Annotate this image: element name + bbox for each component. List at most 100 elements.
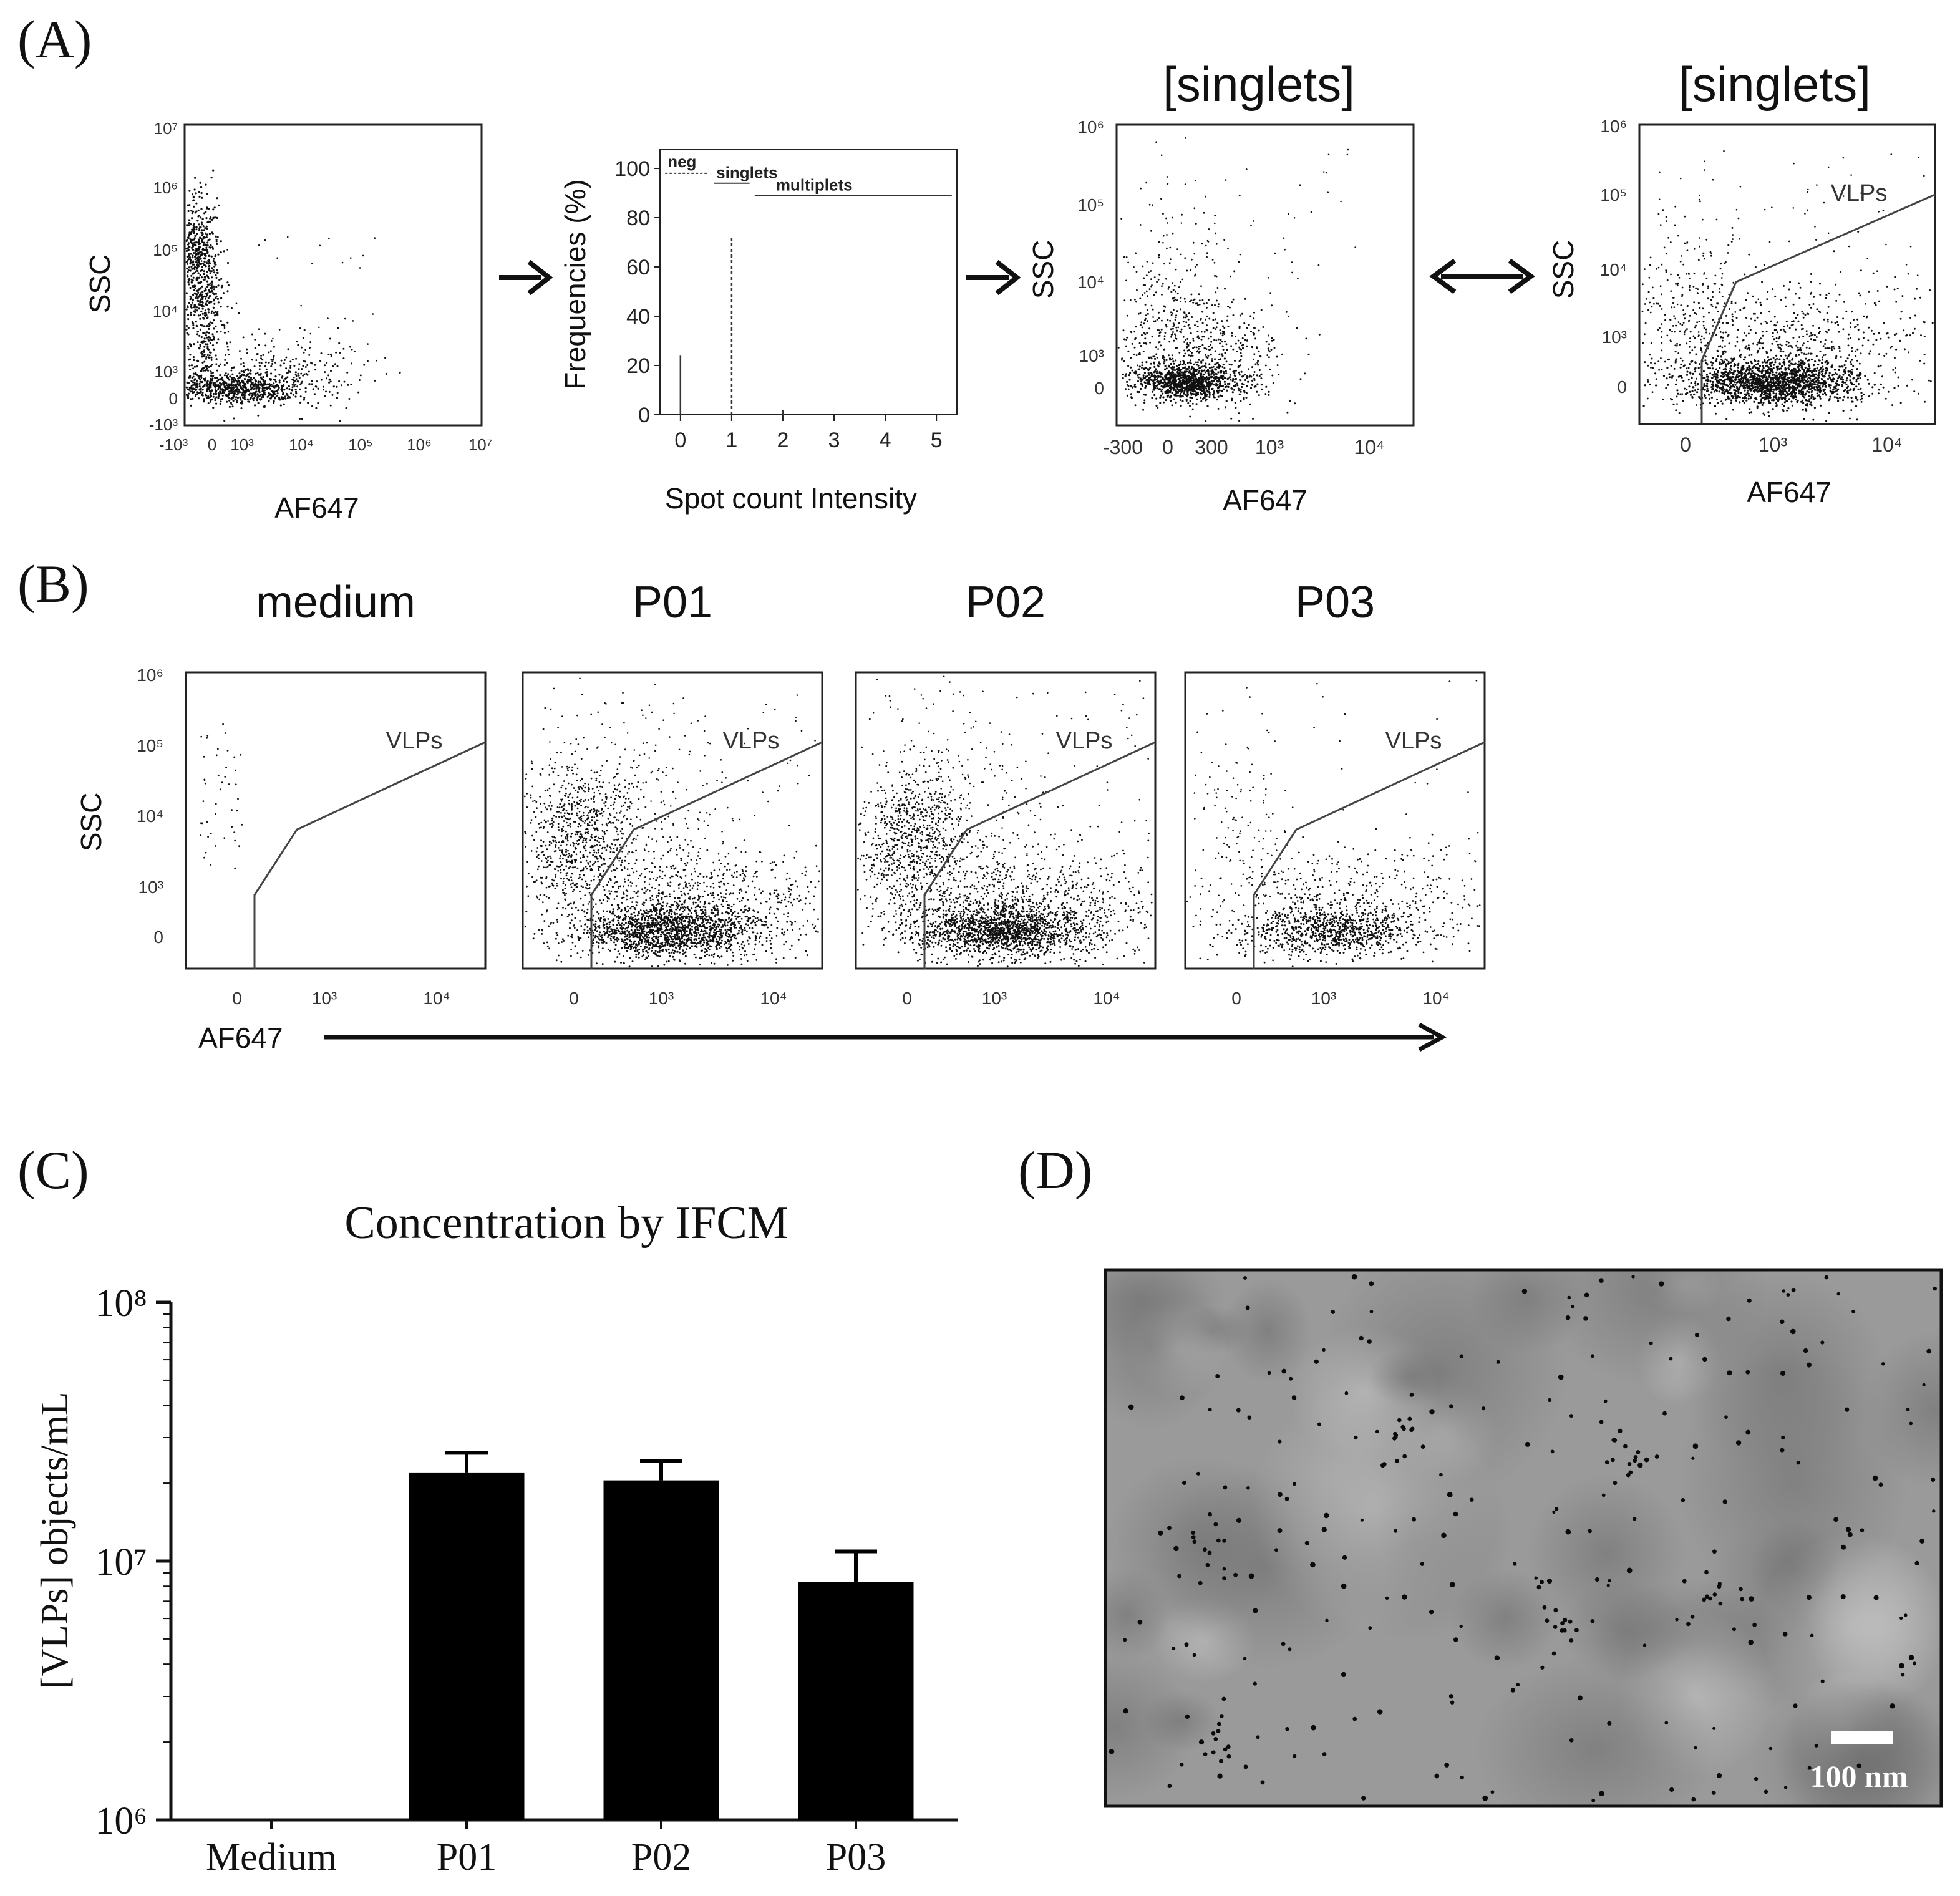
scatter-point (1221, 385, 1224, 387)
scatter-point (1713, 390, 1715, 393)
scatter-point (248, 400, 251, 403)
scatter-point (1804, 394, 1807, 396)
scatter-point (1260, 377, 1263, 380)
scatter-point (187, 243, 190, 246)
scatter-point (254, 382, 256, 385)
scatter-point (1201, 336, 1204, 338)
scatter-point (195, 261, 198, 263)
scatter-point (1166, 379, 1168, 381)
scatter-point (1186, 349, 1189, 352)
scatter-point (1208, 394, 1211, 396)
scatter-point (1271, 374, 1274, 377)
scatter-point (1173, 394, 1176, 397)
scatter-point (1267, 347, 1269, 350)
scatter-point (1194, 324, 1196, 326)
y-tick-label: 20 (626, 354, 650, 378)
scatter-point (1217, 364, 1220, 366)
scatter-point (1827, 377, 1830, 380)
scatter-point (1775, 381, 1777, 384)
scatter-point (1172, 389, 1175, 392)
scatter-point (203, 270, 205, 273)
scatter-point (311, 263, 313, 264)
scatter-point (1251, 366, 1253, 369)
scatter-point (270, 372, 273, 375)
scatter-point (1238, 371, 1240, 374)
scatter-point (1285, 311, 1288, 313)
scatter-point (1144, 386, 1147, 389)
scatter-point (206, 233, 208, 236)
scatter-point (199, 293, 201, 296)
scatter-point (293, 365, 296, 367)
scatter-point (261, 385, 264, 388)
scatter-point (1246, 339, 1248, 342)
scatter-point (1126, 336, 1128, 339)
scatter-point (206, 331, 208, 334)
scatter-point (1171, 404, 1173, 407)
scatter-point (1757, 390, 1759, 393)
scatter-point (1817, 364, 1820, 366)
scatter-point (1173, 309, 1175, 311)
scatter-point (1158, 254, 1160, 256)
scatter-point (1216, 399, 1218, 401)
scatter-point (1238, 325, 1241, 327)
scatter-point (1208, 363, 1211, 365)
scatter-point (1186, 346, 1189, 348)
scatter-point (1196, 304, 1199, 306)
scatter-point (1230, 275, 1231, 278)
scatter-point (1821, 362, 1823, 364)
scatter-point (1183, 355, 1185, 357)
scatter-point (1184, 370, 1186, 372)
scatter-point (1135, 252, 1137, 254)
scatter-point (1181, 278, 1183, 281)
scatter-point (1232, 298, 1235, 301)
scatter-point (209, 282, 211, 284)
scatter-point (222, 384, 225, 386)
arrow-right-icon (499, 259, 553, 296)
scatter-point (326, 377, 328, 380)
scatter-point (200, 310, 203, 312)
scatter-point (190, 297, 193, 300)
scatter-point (336, 385, 338, 388)
scatter-point (1686, 374, 1689, 376)
scatter-point (1732, 409, 1734, 411)
scatter-point (1846, 385, 1850, 388)
scatter-point (1825, 369, 1827, 372)
scatter-point (1133, 384, 1136, 386)
scatter-point (207, 402, 210, 404)
scatter-point (1651, 357, 1653, 360)
scatter-point (1177, 390, 1180, 393)
scatter-point (294, 371, 297, 374)
scatter-point (1821, 379, 1823, 381)
scatter-point (257, 414, 260, 417)
scatter-point (266, 383, 269, 386)
scatter-point (1163, 356, 1165, 359)
scatter-point (301, 380, 303, 383)
scatter-point (1195, 384, 1198, 386)
scatter-point (1215, 291, 1217, 294)
scatter-point (274, 375, 277, 378)
scatter-point (348, 398, 351, 400)
scatter-point (196, 241, 198, 244)
scatter-point (286, 397, 289, 399)
scatter-point (200, 191, 203, 195)
scatter-point (227, 331, 230, 333)
scatter-point (255, 387, 258, 390)
scatter-point (1123, 256, 1125, 258)
scatter-point (204, 379, 206, 382)
scatter-point (1931, 322, 1934, 324)
scatter-point (1177, 326, 1180, 329)
scatter-point (1163, 338, 1166, 340)
scatter-point (1120, 218, 1123, 220)
scatter-point (1210, 331, 1212, 334)
scatter-point (211, 231, 213, 234)
scatter-point (270, 397, 272, 400)
scatter-point (285, 367, 288, 370)
scatter-point (215, 295, 218, 297)
scatter-point (204, 276, 206, 278)
scatter-point (200, 276, 203, 279)
scatter-point (1689, 372, 1692, 375)
scatter-point (1185, 375, 1188, 378)
scatter-point (1644, 384, 1646, 387)
scatter-point (226, 249, 228, 251)
